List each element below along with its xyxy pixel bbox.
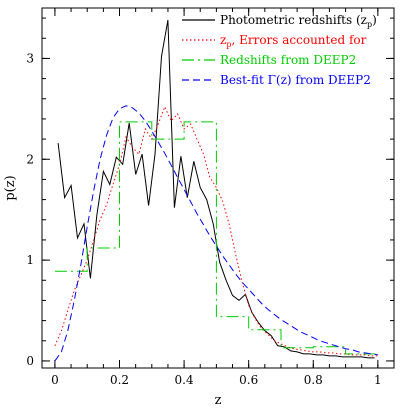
deep2-redshifts-step — [54, 121, 378, 355]
y-axis-label: p(z) — [3, 175, 18, 200]
legend: Photometric redshifts (zp) zp, Errors acc… — [182, 13, 377, 87]
y-tick-label: 0 — [26, 354, 34, 368]
x-tick-label: 1 — [374, 373, 382, 387]
y-tick-label: 2 — [26, 152, 34, 166]
x-tick-label: 0 — [51, 373, 59, 387]
errors-accounted-line — [54, 105, 378, 357]
x-tick-label: 0.6 — [239, 373, 258, 387]
plot-frame — [41, 7, 395, 369]
axis-ticks: 0 0.2 0.4 0.6 0.8 1 0 1 2 3 — [26, 8, 394, 387]
deep2-gamma-fit-line — [54, 105, 378, 362]
legend-label: Best-fit Γ(z) from DEEP2 — [220, 73, 371, 87]
x-tick-label: 0.8 — [304, 373, 323, 387]
legend-label: Redshifts from DEEP2 — [220, 53, 356, 67]
legend-label: Photometric redshifts (zp) — [220, 13, 377, 29]
legend-label: zp, Errors accounted for — [220, 33, 367, 49]
y-tick-label: 3 — [26, 51, 34, 65]
x-tick-label: 0.2 — [110, 373, 129, 387]
y-tick-label: 1 — [26, 253, 34, 267]
series-layer — [54, 20, 378, 362]
x-tick-label: 0.4 — [175, 373, 194, 387]
x-axis-label: z — [215, 393, 222, 408]
